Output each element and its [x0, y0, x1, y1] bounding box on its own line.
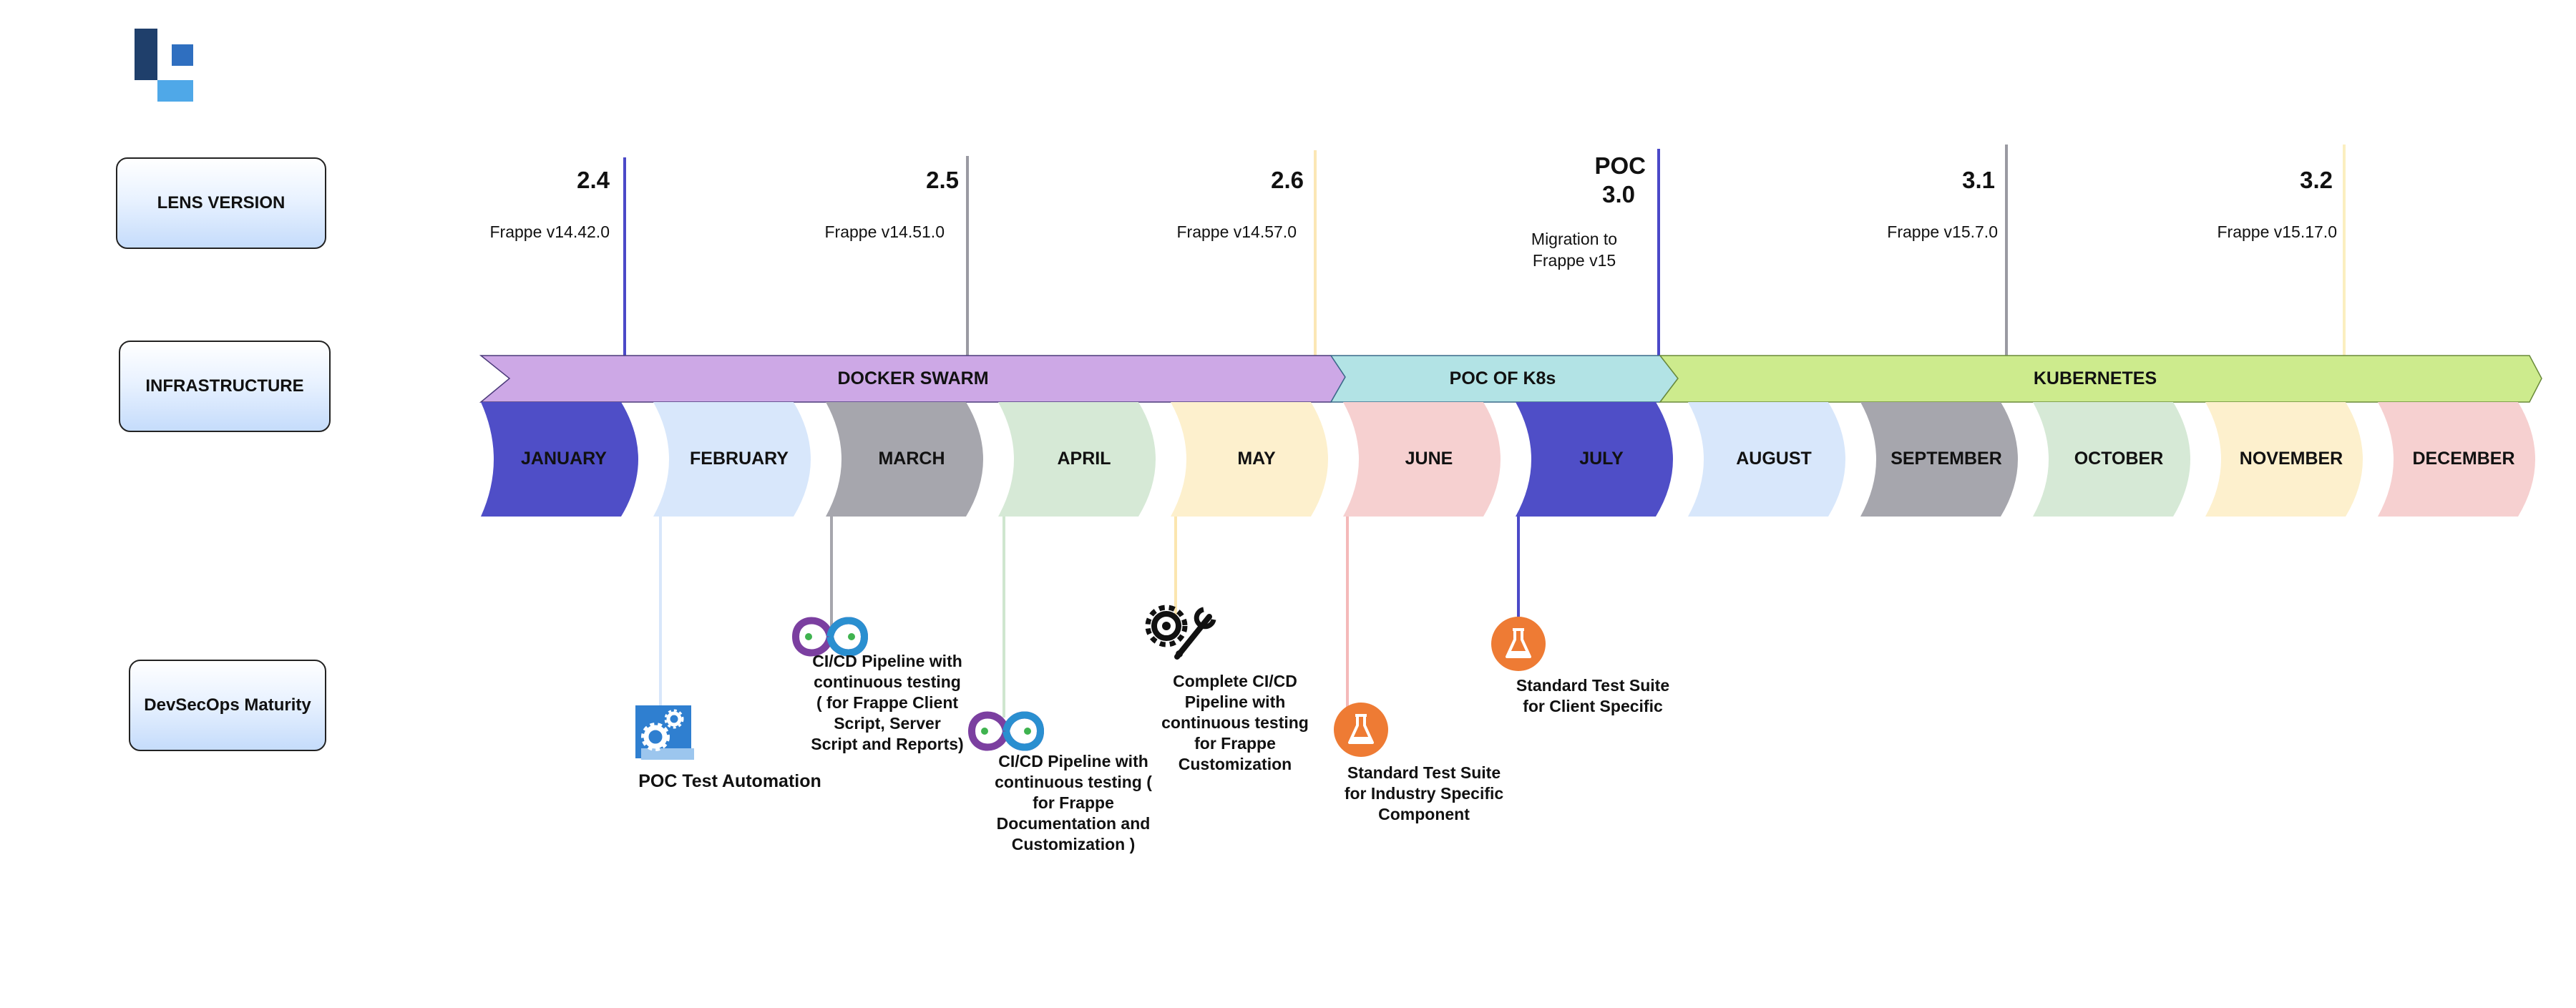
row-label-devsecops: DevSecOps Maturity — [129, 660, 326, 751]
month-chevron-august — [1688, 402, 1845, 517]
milestone-test-suite-industry: Standard Test Suite for Industry Specifi… — [1324, 763, 1524, 825]
row-label-text: LENS VERSION — [157, 193, 286, 212]
version-number: 2.4 — [577, 167, 610, 193]
month-label-august: AUGUST — [1736, 449, 1812, 469]
month-label-june: JUNE — [1405, 449, 1453, 469]
month-label-february: FEBRUARY — [690, 449, 789, 469]
month-label-july: JULY — [1579, 449, 1624, 469]
milestone-line: Documentation and — [996, 814, 1151, 833]
milestone-line: Customization ) — [1011, 835, 1136, 853]
version-number-line2: 3.0 — [1602, 181, 1635, 207]
band-kubernetes — [1659, 355, 2542, 403]
gears-icon — [635, 705, 694, 760]
month-chevron-october — [2033, 402, 2190, 517]
row-label-text: DevSecOps Maturity — [144, 695, 311, 715]
month-chevron-february — [653, 402, 811, 517]
month-chevron-december — [2378, 402, 2535, 517]
milestone-test-suite-client: Standard Test Suite for Client Specific — [1493, 675, 1693, 717]
month-chevron-june — [1343, 402, 1501, 517]
milestone-line: CI/CD Pipeline with — [812, 652, 962, 670]
version-number: 2.6 — [1271, 167, 1304, 193]
milestone-line: CI/CD Pipeline with — [998, 752, 1148, 770]
milestone-line: Customization — [1178, 755, 1292, 773]
band-label: POC OF K8s — [1449, 368, 1556, 388]
version-frappe-line2: Frappe v15 — [1532, 251, 1616, 270]
month-label-october: OCTOBER — [2074, 449, 2164, 469]
milestone-line: for Frappe — [1033, 793, 1114, 812]
month-label-december: DECEMBER — [2412, 449, 2515, 469]
row-label-infrastructure: INFRASTRUCTURE — [119, 341, 331, 432]
band-label: KUBERNETES — [2033, 368, 2157, 388]
version-frappe: Frappe v15.7.0 — [1887, 222, 1998, 241]
milestone-line: POC Test Automation — [638, 771, 821, 791]
infinity-pipeline-icon — [967, 711, 1045, 751]
month-chevron-march — [826, 402, 983, 517]
row-label-lens-version: LENS VERSION — [116, 157, 326, 249]
version-number: 3.2 — [2300, 167, 2333, 193]
company-logo — [135, 29, 193, 102]
version-number: 2.5 — [926, 167, 959, 193]
month-label-january: JANUARY — [521, 449, 607, 469]
month-label-april: APRIL — [1057, 449, 1111, 469]
milestone-line: ( for Frappe Client — [816, 693, 959, 712]
month-label-november: NOVEMBER — [2239, 449, 2343, 469]
version-frappe: Frappe v14.42.0 — [489, 222, 610, 241]
version-number: 3.1 — [1962, 167, 1995, 193]
flask-icon — [1491, 617, 1546, 671]
milestone-line: for Frappe — [1194, 734, 1276, 753]
version-frappe: Frappe v15.17.0 — [2217, 222, 2337, 241]
milestone-line: Script, Server — [834, 714, 941, 733]
infinity-pipeline-icon — [791, 617, 869, 657]
flask-icon — [1334, 703, 1388, 757]
month-chevrons — [481, 402, 2535, 517]
gear-wrench-icon — [1145, 605, 1216, 660]
version-frappe-line1: Migration to — [1531, 230, 1618, 248]
milestone-complete-cicd: Complete CI/CD Pipeline with continuous … — [1149, 671, 1321, 775]
milestone-line: Script and Reports) — [811, 735, 964, 753]
band-label: DOCKER SWARM — [837, 368, 989, 388]
milestone-poc-test-automation: POC Test Automation — [615, 771, 844, 792]
milestone-line: for Client Specific — [1523, 697, 1663, 715]
month-label-may: MAY — [1237, 449, 1276, 469]
milestone-line: Complete CI/CD — [1173, 672, 1297, 690]
milestone-cicd-documentation: CI/CD Pipeline with continuous testing (… — [980, 751, 1166, 855]
month-chevron-may — [1171, 402, 1328, 517]
milestone-line: Component — [1378, 805, 1470, 823]
milestone-line: continuous testing ( — [995, 773, 1152, 791]
month-chevron-november — [2205, 402, 2363, 517]
row-label-text: INFRASTRUCTURE — [145, 376, 304, 396]
milestone-line: Pipeline with — [1184, 693, 1286, 711]
month-chevron-september — [1860, 402, 2018, 517]
milestone-line: Standard Test Suite — [1347, 763, 1501, 782]
version-frappe: Frappe v14.51.0 — [824, 222, 945, 241]
version-number-line1: POC — [1594, 152, 1646, 179]
milestone-line: continuous testing — [1161, 713, 1309, 732]
milestone-line: for Industry Specific — [1344, 784, 1504, 803]
milestone-line: continuous testing — [814, 672, 961, 691]
month-label-september: SEPTEMBER — [1890, 449, 2002, 469]
month-chevron-april — [998, 402, 1156, 517]
milestone-cicd-client-script: CI/CD Pipeline with continuous testing (… — [794, 651, 980, 755]
month-label-march: MARCH — [878, 449, 945, 469]
version-frappe: Frappe v14.57.0 — [1176, 222, 1297, 241]
month-chevron-july — [1516, 402, 1673, 517]
milestone-line: Standard Test Suite — [1516, 676, 1670, 695]
month-chevron-january — [481, 402, 638, 517]
